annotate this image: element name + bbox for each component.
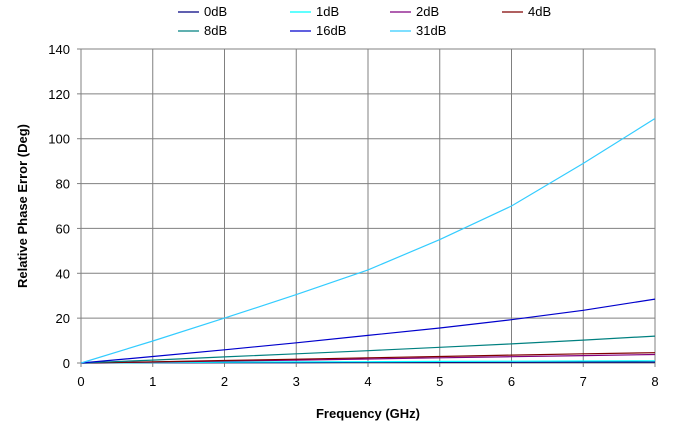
legend-entry-8dB: 8dB <box>178 23 227 38</box>
legend-entry-1dB: 1dB <box>290 4 339 19</box>
legend-entry-16dB: 16dB <box>290 23 346 38</box>
x-tick-label: 7 <box>580 374 587 389</box>
series-line-8dB <box>80 335 656 364</box>
x-tick-label: 3 <box>293 374 300 389</box>
y-tick-label: 140 <box>48 42 70 57</box>
x-tick-label: 1 <box>149 374 156 389</box>
legend: 0dB 1dB 2dB 4dB 8dB 16dB 31dB <box>178 4 551 38</box>
series-line-4dB <box>80 352 656 364</box>
y-tick-label: 120 <box>48 87 70 102</box>
series-lines <box>80 117 656 364</box>
x-tick-label: 4 <box>364 374 371 389</box>
x-tick-label: 2 <box>221 374 228 389</box>
legend-entry-4dB: 4dB <box>502 4 551 19</box>
y-tick-label: 0 <box>63 356 70 371</box>
plot-area <box>80 48 656 364</box>
legend-entry-31dB: 31dB <box>390 23 446 38</box>
legend-label: 0dB <box>204 4 227 19</box>
y-tick-label: 40 <box>56 266 70 281</box>
x-axis-title: Frequency (GHz) <box>316 406 420 421</box>
y-tick-label: 80 <box>56 177 70 192</box>
x-tick-label: 0 <box>77 374 84 389</box>
y-tick-label: 100 <box>48 132 70 147</box>
x-tick-label: 8 <box>651 374 658 389</box>
legend-entry-0dB: 0dB <box>178 4 227 19</box>
series-line-31dB <box>80 117 656 364</box>
legend-label: 2dB <box>416 4 439 19</box>
series-line-1dB <box>80 360 656 364</box>
grid <box>81 49 655 363</box>
y-tick-label: 60 <box>56 221 70 236</box>
x-tick-label: 6 <box>508 374 515 389</box>
y-tick-label: 20 <box>56 311 70 326</box>
x-tick-label: 5 <box>436 374 443 389</box>
x-axis-ticks: 0 1 2 3 4 5 6 7 8 <box>77 363 659 389</box>
legend-label: 1dB <box>316 4 339 19</box>
legend-entry-2dB: 2dB <box>390 4 439 19</box>
series-line-16dB <box>80 298 656 364</box>
y-axis-ticks: 0 20 40 60 80 100 120 140 <box>48 42 81 371</box>
legend-label: 8dB <box>204 23 227 38</box>
legend-label: 4dB <box>528 4 551 19</box>
y-axis-title: Relative Phase Error (Deg) <box>15 124 30 288</box>
legend-label: 31dB <box>416 23 446 38</box>
legend-label: 16dB <box>316 23 346 38</box>
